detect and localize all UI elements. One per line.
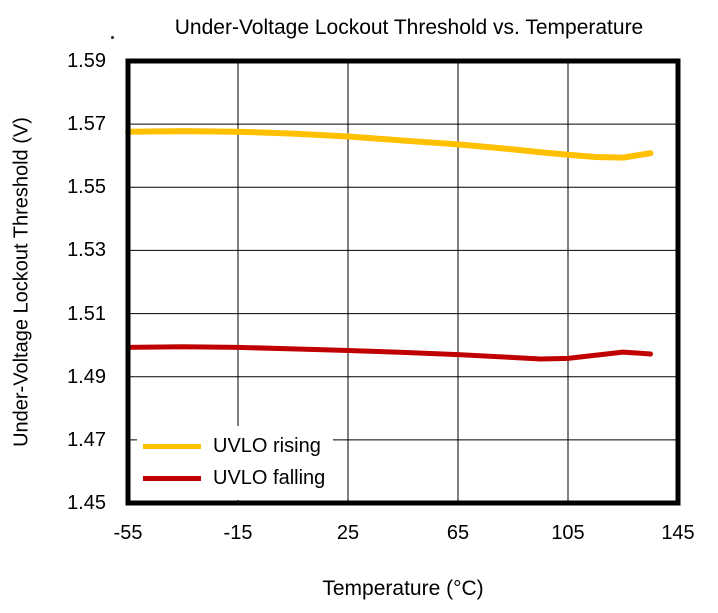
stray-dot — [111, 36, 114, 39]
series-line-rising — [125, 128, 654, 161]
chart-title: Under-Voltage Lockout Threshold vs. Temp… — [174, 16, 644, 39]
legend-label: UVLO falling — [213, 466, 326, 489]
y-tick-label: 1.51 — [67, 302, 106, 325]
legend-line-swatch — [143, 443, 201, 449]
legend-line-swatch — [143, 475, 201, 481]
y-tick-label: 1.45 — [67, 492, 106, 514]
legend-label: UVLO rising — [213, 434, 321, 457]
x-tick-label: 105 — [551, 522, 585, 544]
legend-item: UVLO falling — [143, 462, 325, 494]
y-tick-label: 1.57 — [67, 113, 106, 136]
x-tick-label: 65 — [446, 522, 470, 544]
legend-item: UVLO rising — [143, 430, 325, 462]
y-tick-label: 1.55 — [67, 176, 106, 199]
y-tick-label: 1.49 — [67, 365, 106, 388]
x-tick-label: 145 — [661, 522, 695, 544]
series-line-falling — [125, 344, 653, 362]
legend: UVLO rising UVLO falling — [137, 426, 334, 500]
x-tick-label: 25 — [336, 522, 360, 544]
x-tick-label: -15 — [223, 522, 253, 544]
x-axis-title: Temperature (°C) — [322, 577, 484, 600]
y-tick-label: 1.59 — [67, 50, 106, 72]
x-tick-label: -55 — [113, 522, 143, 544]
plot-border — [125, 58, 681, 506]
y-tick-label: 1.47 — [67, 428, 106, 451]
y-tick-label: 1.53 — [67, 239, 106, 262]
